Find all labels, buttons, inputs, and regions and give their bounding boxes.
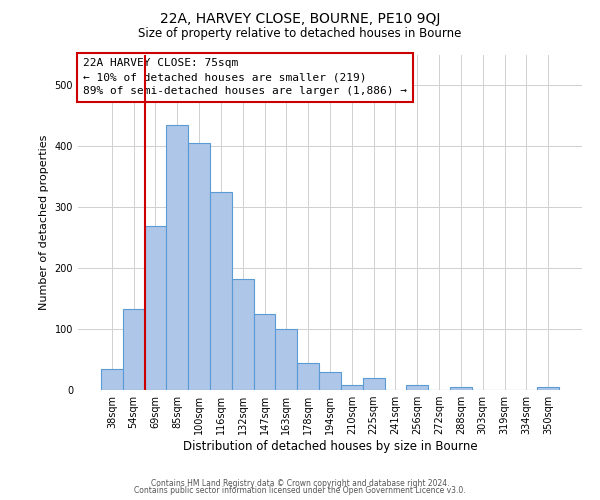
- Text: 22A, HARVEY CLOSE, BOURNE, PE10 9QJ: 22A, HARVEY CLOSE, BOURNE, PE10 9QJ: [160, 12, 440, 26]
- Bar: [319, 372, 341, 390]
- Bar: [297, 362, 319, 390]
- Bar: [254, 314, 275, 390]
- Y-axis label: Number of detached properties: Number of detached properties: [39, 135, 49, 310]
- X-axis label: Distribution of detached houses by size in Bourne: Distribution of detached houses by size …: [182, 440, 478, 453]
- Bar: [341, 385, 363, 390]
- Bar: [166, 125, 188, 390]
- Text: 22A HARVEY CLOSE: 75sqm
← 10% of detached houses are smaller (219)
89% of semi-d: 22A HARVEY CLOSE: 75sqm ← 10% of detache…: [83, 58, 407, 96]
- Bar: [210, 192, 232, 390]
- Text: Size of property relative to detached houses in Bourne: Size of property relative to detached ho…: [139, 28, 461, 40]
- Bar: [450, 387, 472, 390]
- Bar: [145, 226, 166, 390]
- Bar: [232, 278, 254, 390]
- Bar: [537, 387, 559, 390]
- Text: Contains HM Land Registry data © Crown copyright and database right 2024.: Contains HM Land Registry data © Crown c…: [151, 478, 449, 488]
- Text: Contains public sector information licensed under the Open Government Licence v3: Contains public sector information licen…: [134, 486, 466, 495]
- Bar: [101, 368, 123, 390]
- Bar: [406, 385, 428, 390]
- Bar: [188, 144, 210, 390]
- Bar: [363, 378, 385, 390]
- Bar: [275, 329, 297, 390]
- Bar: [123, 309, 145, 390]
